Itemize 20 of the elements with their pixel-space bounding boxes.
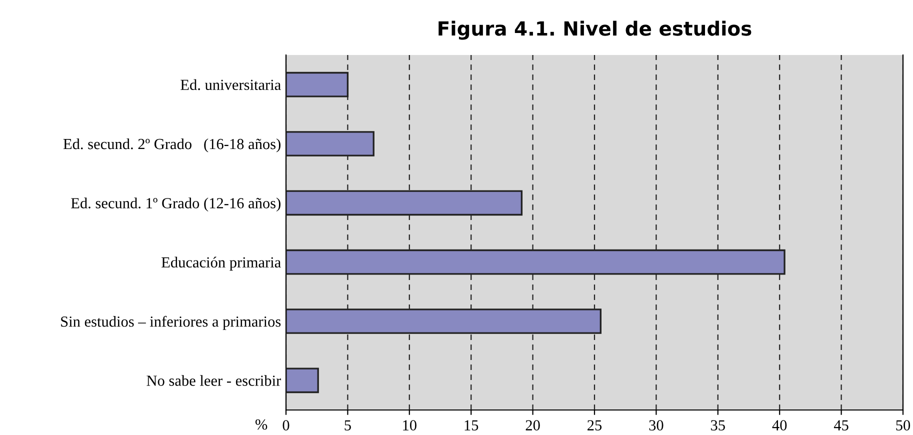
x-tick-label: 35 xyxy=(710,420,725,430)
y-tick-label: Ed. secund. 1º Grado (12-16 años) xyxy=(71,198,280,212)
bar xyxy=(286,368,319,394)
x-axis-title: % xyxy=(255,419,268,430)
y-tick-label: Sin estudios – inferiores a primarios xyxy=(61,316,281,330)
x-tick-label: 5 xyxy=(344,420,351,430)
y-tick-label: No sabe leer - escribir xyxy=(146,375,281,386)
x-tick-label: 10 xyxy=(403,420,416,430)
x-tick-label: 50 xyxy=(896,420,910,430)
x-tick-label: 15 xyxy=(464,420,478,430)
y-tick-label: Ed. universitaria xyxy=(180,79,281,90)
y-tick-label: Ed. secund. 2º Grado (16-18 años) xyxy=(63,138,280,152)
x-tick-label: 0 xyxy=(282,420,290,430)
chart-title: Figura 4.1. Nivel de estudios xyxy=(438,20,752,40)
x-tick-label: 45 xyxy=(834,420,848,430)
x-tick-label: 20 xyxy=(526,420,540,430)
y-tick-label: Educación primaria xyxy=(162,256,281,271)
x-tick-label: 40 xyxy=(772,420,787,430)
x-tick-label: 25 xyxy=(588,420,602,430)
x-tick-label: 30 xyxy=(649,420,664,430)
